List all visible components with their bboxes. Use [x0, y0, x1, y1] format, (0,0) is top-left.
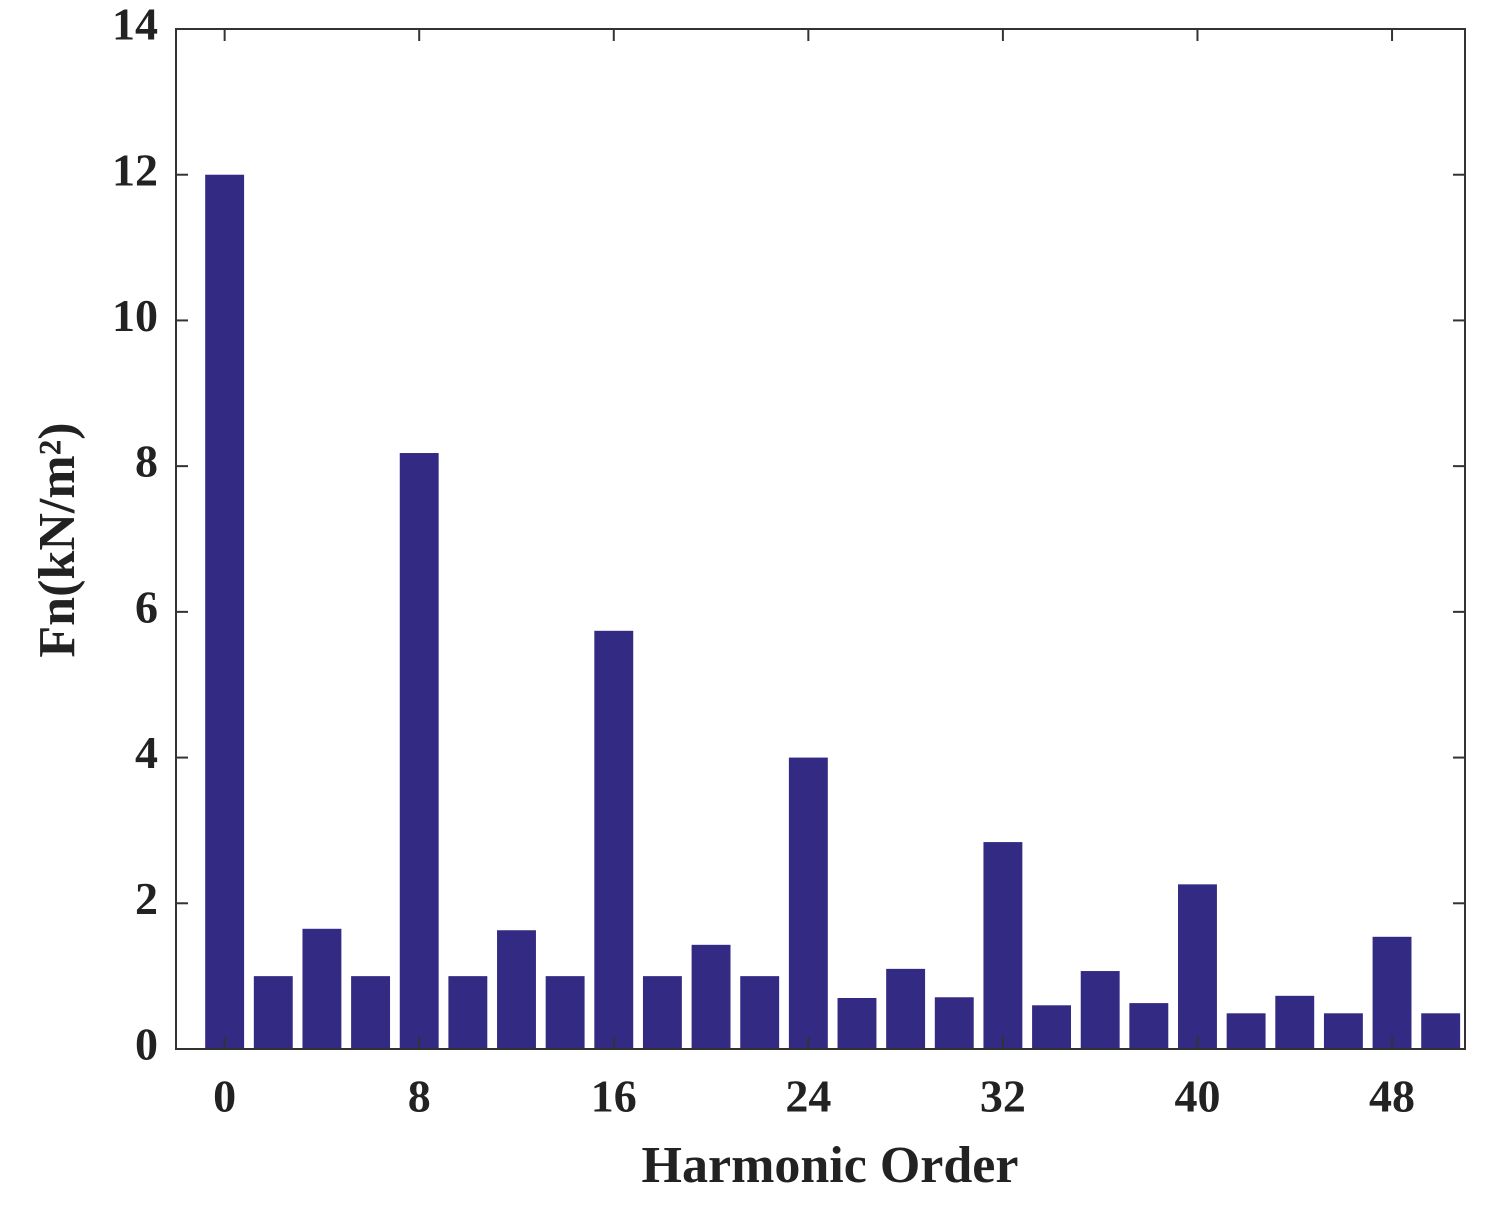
bar [1032, 1005, 1072, 1049]
x-tick-label: 40 [1174, 1071, 1220, 1122]
bar [934, 997, 974, 1049]
y-tick-label: 14 [112, 0, 158, 50]
y-tick-label: 2 [135, 873, 158, 924]
bar [253, 976, 293, 1049]
x-tick-label: 48 [1369, 1071, 1415, 1122]
x-tick-label: 32 [980, 1071, 1026, 1122]
x-tick-label: 0 [213, 1071, 236, 1122]
bar [788, 757, 828, 1049]
bar [448, 976, 488, 1049]
x-axis-label: Harmonic Order [642, 1137, 1019, 1194]
bar [594, 630, 634, 1049]
bar [1323, 1013, 1363, 1049]
bar [1080, 971, 1120, 1049]
bar [351, 976, 391, 1049]
bar [1129, 1003, 1169, 1049]
bar [1178, 884, 1217, 1049]
bar [497, 930, 536, 1049]
bar [740, 976, 780, 1049]
bar [983, 842, 1023, 1049]
bar [1275, 995, 1315, 1049]
y-axis-label: Fn(kN/m²) [29, 422, 86, 657]
x-tick-label: 24 [785, 1071, 831, 1122]
y-tick-label: 12 [112, 144, 158, 195]
bar [545, 976, 585, 1049]
y-tick-label: 8 [135, 436, 158, 487]
bar [886, 968, 926, 1049]
y-tick-label: 0 [135, 1019, 158, 1070]
bar [399, 453, 439, 1049]
bar [691, 944, 731, 1049]
y-tick-label: 4 [135, 727, 158, 778]
bar [205, 174, 245, 1049]
bar [1226, 1013, 1266, 1049]
bar [837, 998, 877, 1049]
y-tick-label: 10 [112, 290, 158, 341]
plot-frame [175, 28, 1466, 1050]
y-tick-label: 6 [135, 581, 158, 632]
bar [302, 928, 342, 1049]
bar [642, 976, 682, 1049]
x-tick-label: 8 [408, 1071, 431, 1122]
bar [1372, 936, 1412, 1049]
x-tick-label: 16 [591, 1071, 637, 1122]
bar [1421, 1013, 1461, 1049]
